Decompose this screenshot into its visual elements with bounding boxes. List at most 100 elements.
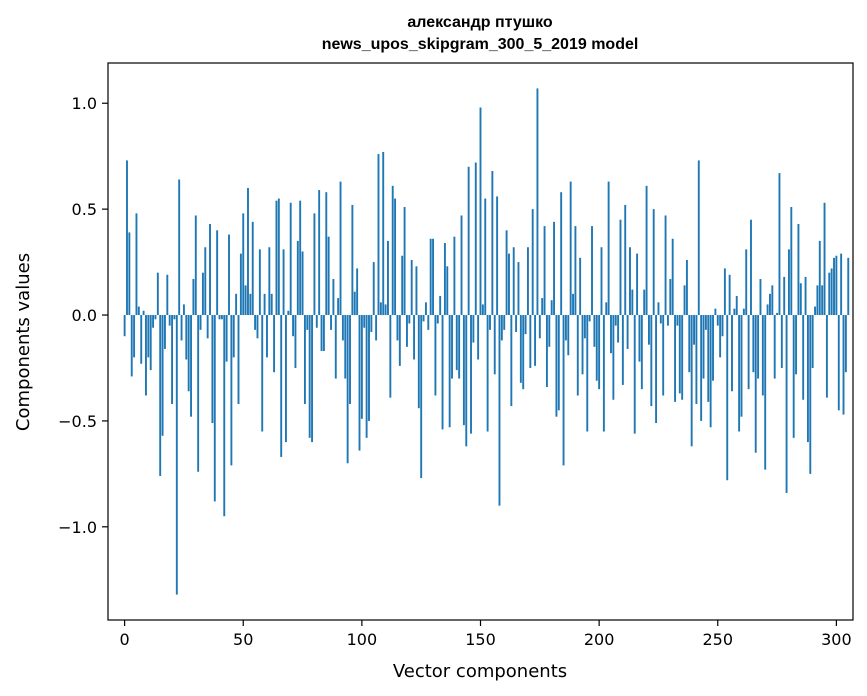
bar xyxy=(180,315,183,341)
bar xyxy=(391,185,394,316)
bar xyxy=(591,226,593,316)
bar xyxy=(614,315,617,326)
bar xyxy=(123,315,126,337)
bar xyxy=(726,315,729,481)
bar xyxy=(785,315,788,493)
bar xyxy=(534,315,537,366)
bar xyxy=(721,315,724,337)
bar xyxy=(394,198,397,316)
bar xyxy=(576,315,579,396)
bar xyxy=(626,315,629,349)
bar xyxy=(638,315,641,362)
bar xyxy=(643,289,646,316)
bar xyxy=(197,315,200,472)
bar xyxy=(337,298,340,316)
bar xyxy=(204,247,207,316)
bar xyxy=(633,315,636,434)
bar xyxy=(707,315,710,402)
bar xyxy=(358,315,361,451)
bar xyxy=(809,315,812,474)
bar xyxy=(814,306,816,316)
bar xyxy=(322,315,325,352)
bar xyxy=(816,285,819,316)
bar xyxy=(652,209,655,316)
bar xyxy=(804,276,807,316)
y-tick-label: 0.0 xyxy=(72,306,97,325)
bar xyxy=(161,315,164,436)
bar xyxy=(439,295,442,316)
bar xyxy=(389,315,392,398)
bar xyxy=(247,187,249,316)
bar xyxy=(145,315,147,396)
bar xyxy=(617,315,620,343)
bar xyxy=(790,207,793,316)
bar xyxy=(424,302,427,316)
bar xyxy=(467,166,470,316)
bar xyxy=(408,315,411,324)
bar xyxy=(403,207,406,316)
bar xyxy=(531,209,534,316)
bar xyxy=(489,315,491,330)
bar xyxy=(436,315,439,324)
bar xyxy=(693,315,695,345)
bar xyxy=(496,196,499,316)
bar xyxy=(470,315,472,434)
bar xyxy=(557,315,560,411)
bar xyxy=(239,253,242,316)
bar xyxy=(422,315,425,322)
bar xyxy=(610,315,612,354)
bar xyxy=(569,181,572,316)
bar xyxy=(650,315,653,407)
bar xyxy=(230,315,233,466)
y-tick-label: −1.0 xyxy=(58,518,97,537)
bar xyxy=(702,315,705,379)
bar xyxy=(306,315,309,330)
bar xyxy=(764,315,767,470)
bar xyxy=(778,173,781,316)
bar xyxy=(192,279,195,316)
bar xyxy=(740,315,743,417)
bar xyxy=(218,315,221,320)
bar xyxy=(731,315,733,392)
bar xyxy=(595,315,598,381)
bar xyxy=(695,315,698,404)
bar xyxy=(837,315,840,411)
bar xyxy=(384,304,387,316)
bar xyxy=(133,315,136,358)
bar xyxy=(472,315,475,343)
bar xyxy=(353,291,356,316)
bar xyxy=(486,315,489,432)
bar xyxy=(220,315,223,320)
bar xyxy=(631,289,634,316)
bar xyxy=(266,315,268,358)
bar xyxy=(451,315,453,379)
bar xyxy=(149,315,152,371)
bar xyxy=(289,202,292,316)
bar xyxy=(522,315,525,390)
bar xyxy=(840,253,843,316)
bar xyxy=(441,315,444,430)
bar xyxy=(754,315,757,453)
bar xyxy=(666,315,669,326)
bar xyxy=(835,255,838,316)
bar xyxy=(313,213,316,316)
bar xyxy=(135,213,138,316)
bar xyxy=(712,315,714,381)
bar xyxy=(821,285,824,316)
bar xyxy=(237,315,240,404)
bar xyxy=(787,249,790,316)
bar xyxy=(761,315,764,396)
bar xyxy=(356,268,359,316)
bar xyxy=(211,315,214,424)
bar xyxy=(664,215,667,316)
bar xyxy=(398,315,401,366)
bar xyxy=(178,179,181,316)
bar xyxy=(783,276,786,316)
bar xyxy=(645,185,648,316)
bar xyxy=(277,198,280,316)
bar xyxy=(448,315,451,428)
bar xyxy=(130,315,133,377)
bar xyxy=(750,219,752,316)
bar xyxy=(301,251,304,316)
bar xyxy=(311,315,313,443)
